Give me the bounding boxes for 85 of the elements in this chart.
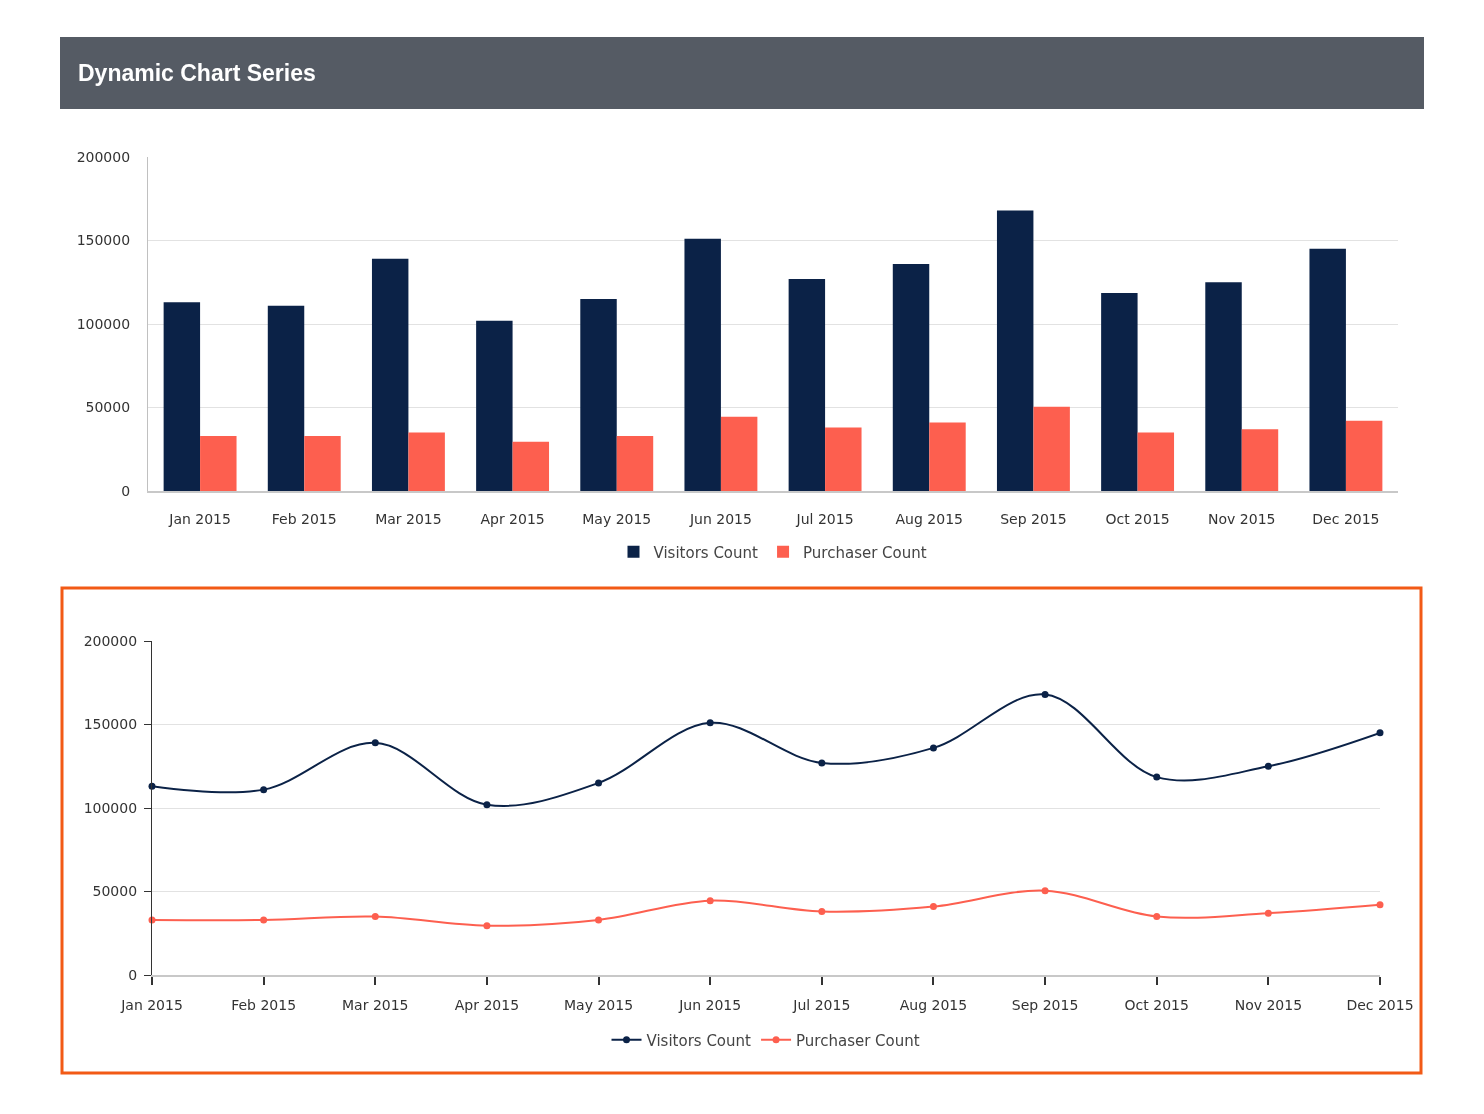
bar [408, 432, 445, 491]
y-tick-label: 150000 [83, 716, 138, 733]
bar [267, 305, 305, 491]
bar [720, 416, 758, 491]
point [371, 913, 379, 921]
bar [371, 258, 409, 491]
x-tick-label: Jan 2015 [168, 510, 231, 527]
point [929, 744, 937, 752]
bar [1241, 429, 1279, 491]
x-tick-label: Nov 2015 [1234, 996, 1303, 1013]
bar [1345, 420, 1383, 491]
point [818, 759, 826, 767]
point [929, 903, 937, 911]
point [706, 897, 714, 905]
bar [304, 435, 341, 491]
point [483, 801, 491, 809]
chart-title: Dynamic Chart Series [78, 60, 316, 86]
x-tick-label: Jul 2015 [795, 510, 854, 527]
bar [1309, 248, 1346, 491]
bar [1137, 432, 1175, 491]
x-tick-label: Jun 2015 [688, 510, 752, 527]
y-tick-label: 100000 [76, 315, 131, 332]
bar [1205, 282, 1242, 491]
point [595, 916, 603, 924]
point [260, 786, 268, 794]
x-tick-label: Dec 2015 [1346, 996, 1414, 1013]
x-tick-label: Sep 2015 [1011, 996, 1079, 1013]
bar [788, 278, 826, 491]
x-tick-label: May 2015 [564, 996, 634, 1013]
point [1153, 773, 1161, 781]
bar [200, 435, 237, 491]
x-tick-label: Jul 2015 [792, 996, 851, 1013]
legend-label: Visitors Count [653, 543, 759, 562]
x-tick-label: Feb 2015 [271, 510, 337, 527]
bar [580, 298, 617, 491]
point [818, 908, 826, 916]
bar [512, 441, 550, 491]
point [1264, 762, 1272, 770]
x-tick-label: Feb 2015 [231, 996, 297, 1013]
y-tick-label: 100000 [83, 799, 138, 816]
point [1041, 887, 1049, 895]
x-tick-label: Aug 2015 [895, 510, 963, 527]
bar [892, 263, 930, 491]
x-tick-label: Sep 2015 [1000, 510, 1067, 527]
x-tick-label: Aug 2015 [899, 996, 968, 1013]
point [371, 739, 379, 747]
y-tick-label: 50000 [85, 399, 131, 416]
x-tick-label: Mar 2015 [342, 996, 409, 1013]
y-tick-label: 200000 [76, 148, 131, 165]
x-tick-label: May 2015 [582, 510, 652, 527]
legend-label: Visitors Count [646, 1031, 752, 1050]
point [1153, 913, 1161, 921]
y-tick-label: 150000 [76, 232, 131, 249]
point [1264, 909, 1272, 917]
bar [1033, 406, 1070, 491]
bar [684, 238, 721, 491]
point [483, 922, 491, 930]
x-tick-label: Jan 2015 [120, 996, 183, 1013]
x-tick-label: Oct 2015 [1105, 510, 1170, 527]
bar [163, 302, 201, 491]
point [1041, 690, 1049, 698]
legend-label: Purchaser Count [796, 1031, 920, 1050]
y-tick-label: 50000 [92, 883, 138, 900]
point [706, 719, 714, 727]
x-tick-label: Apr 2015 [454, 996, 520, 1013]
legend-label: Purchaser Count [803, 543, 927, 562]
x-tick-label: Oct 2015 [1124, 996, 1189, 1013]
point [1376, 729, 1384, 737]
bar [476, 320, 513, 491]
y-tick-label: 0 [121, 482, 131, 499]
bar [825, 427, 862, 491]
x-tick-label: Mar 2015 [375, 510, 442, 527]
bar [996, 210, 1034, 491]
bar [929, 422, 966, 491]
y-tick-label: 200000 [83, 632, 138, 649]
point [1376, 901, 1384, 909]
x-tick-label: Jun 2015 [678, 996, 742, 1013]
point [595, 779, 603, 787]
x-tick-label: Dec 2015 [1312, 510, 1380, 527]
x-tick-label: Nov 2015 [1208, 510, 1276, 527]
bar [1101, 293, 1138, 491]
point [260, 916, 268, 924]
bar [616, 435, 654, 491]
x-tick-label: Apr 2015 [480, 510, 545, 527]
y-tick-label: 0 [128, 966, 138, 983]
